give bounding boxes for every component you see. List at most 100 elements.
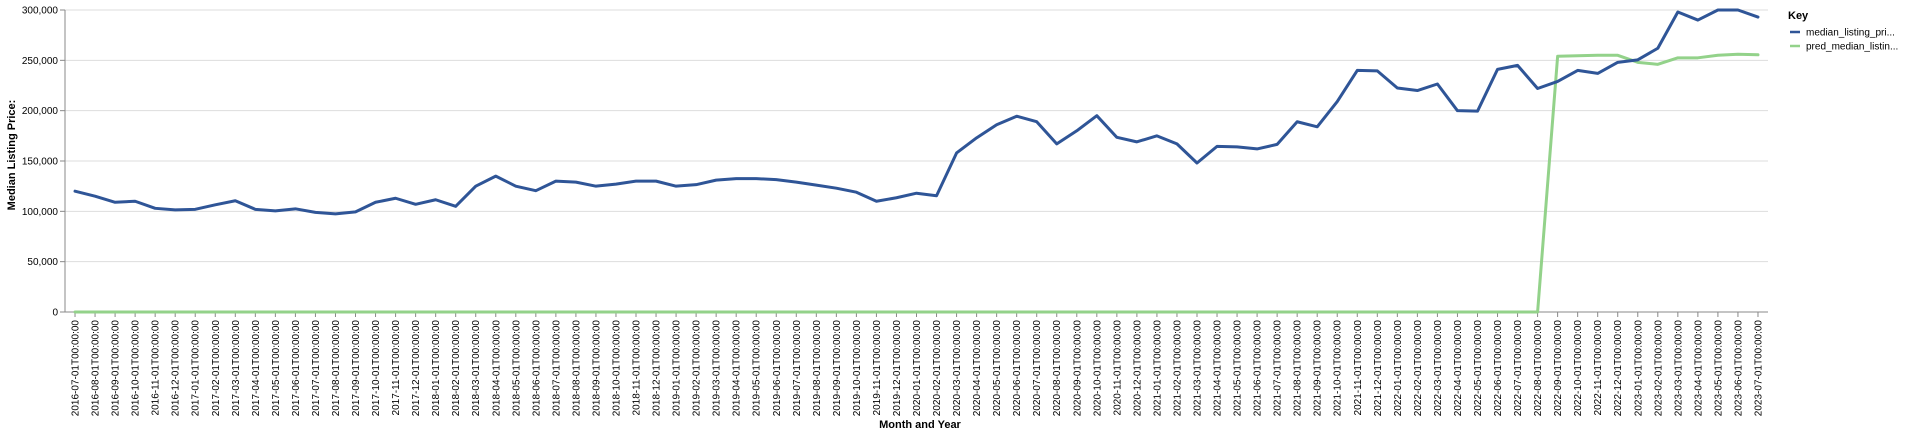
- x-tick-label: 2021-05-01T00:00:00: [1233, 320, 1244, 417]
- x-tick-label: 2021-09-01T00:00:00: [1313, 320, 1324, 417]
- x-tick-label: 2022-06-01T00:00:00: [1493, 320, 1504, 417]
- x-tick-label: 2018-03-01T00:00:00: [471, 320, 482, 417]
- x-tick-label: 2019-01-01T00:00:00: [672, 320, 683, 417]
- y-tick-label: 200,000: [22, 106, 59, 117]
- x-tick-label: 2019-09-01T00:00:00: [832, 320, 843, 417]
- x-tick-label: 2018-10-01T00:00:00: [611, 320, 622, 417]
- y-tick-label: 0: [52, 308, 58, 319]
- x-tick-label: 2020-07-01T00:00:00: [1032, 320, 1043, 417]
- x-tick-label: 2023-03-01T00:00:00: [1673, 320, 1684, 417]
- x-tick-label: 2016-10-01T00:00:00: [131, 320, 142, 417]
- x-tick-label: 2017-06-01T00:00:00: [291, 320, 302, 417]
- x-tick-label: 2019-06-01T00:00:00: [772, 320, 783, 417]
- x-tick-label: 2023-01-01T00:00:00: [1633, 320, 1644, 417]
- x-tick-label: 2020-03-01T00:00:00: [952, 320, 963, 417]
- x-tick-label: 2022-04-01T00:00:00: [1453, 320, 1464, 417]
- x-axis-title: Month and Year: [879, 419, 961, 431]
- x-tick-label: 2021-01-01T00:00:00: [1152, 320, 1163, 417]
- x-tick-label: 2022-07-01T00:00:00: [1513, 320, 1524, 417]
- x-tick-label: 2017-07-01T00:00:00: [311, 320, 322, 417]
- x-tick-label: 2020-08-01T00:00:00: [1052, 320, 1063, 417]
- x-tick-label: 2023-02-01T00:00:00: [1653, 320, 1664, 417]
- x-tick-label: 2017-05-01T00:00:00: [271, 320, 282, 417]
- x-tick-label: 2019-11-01T00:00:00: [872, 320, 883, 416]
- legend-label: median_listing_pri...: [1806, 28, 1895, 39]
- series-line: [73, 52, 1760, 314]
- x-tick-label: 2017-01-01T00:00:00: [191, 320, 202, 417]
- x-tick-label: 2022-03-01T00:00:00: [1433, 320, 1444, 417]
- x-tick-label: 2023-06-01T00:00:00: [1733, 320, 1744, 417]
- x-tick-label: 2020-11-01T00:00:00: [1112, 320, 1123, 416]
- x-tick-label: 2019-10-01T00:00:00: [852, 320, 863, 417]
- legend-label: pred_median_listin...: [1806, 42, 1898, 53]
- x-tick-label: 2022-11-01T00:00:00: [1593, 320, 1604, 416]
- x-tick-label: 2018-04-01T00:00:00: [491, 320, 502, 417]
- x-tick-label: 2021-08-01T00:00:00: [1293, 320, 1304, 417]
- x-tick-label: 2020-01-01T00:00:00: [912, 320, 923, 417]
- x-tick-label: 2022-01-01T00:00:00: [1393, 320, 1404, 417]
- x-tick-label: 2017-09-01T00:00:00: [351, 320, 362, 417]
- x-tick-label: 2023-07-01T00:00:00: [1753, 320, 1764, 417]
- series-line: [73, 8, 1760, 216]
- x-tick-label: 2017-03-01T00:00:00: [231, 320, 242, 417]
- x-tick-label: 2018-07-01T00:00:00: [551, 320, 562, 417]
- x-tick-label: 2019-08-01T00:00:00: [812, 320, 823, 417]
- x-tick-label: 2019-02-01T00:00:00: [692, 320, 703, 417]
- x-tick-label: 2017-02-01T00:00:00: [211, 320, 222, 417]
- x-tick-label: 2018-11-01T00:00:00: [632, 320, 643, 416]
- x-axis: 2016-07-01T00:00:00 2016-08-01T00:00:00 20…: [65, 311, 1768, 417]
- y-tick-label: 100,000: [22, 207, 59, 218]
- x-tick-label: 2023-04-01T00:00:00: [1693, 320, 1704, 417]
- x-tick-label: 2018-02-01T00:00:00: [451, 320, 462, 417]
- x-tick-label: 2022-12-01T00:00:00: [1613, 320, 1624, 417]
- x-tick-label: 2019-12-01T00:00:00: [892, 320, 903, 417]
- x-tick-label: 2017-12-01T00:00:00: [411, 320, 422, 417]
- x-tick-label: 2022-10-01T00:00:00: [1573, 320, 1584, 417]
- x-tick-label: 2020-09-01T00:00:00: [1072, 320, 1083, 417]
- x-tick-label: 2020-02-01T00:00:00: [932, 320, 943, 417]
- x-tick-label: 2019-05-01T00:00:00: [752, 320, 763, 417]
- y-tick-label: 50,000: [27, 257, 58, 268]
- y-axis-title: Median Listing Price:: [6, 100, 18, 211]
- x-tick-label: 2017-11-01T00:00:00: [391, 320, 402, 416]
- x-tick-label: 2022-05-01T00:00:00: [1473, 320, 1484, 417]
- x-tick-label: 2021-04-01T00:00:00: [1213, 320, 1224, 417]
- x-tick-label: 2019-07-01T00:00:00: [792, 320, 803, 417]
- legend: Key median_listing_pri... pred_median_lis…: [1788, 10, 1898, 53]
- x-tick-label: 2020-10-01T00:00:00: [1092, 320, 1103, 417]
- x-tick-label: 2022-02-01T00:00:00: [1413, 320, 1424, 417]
- series-layer: [73, 8, 1760, 314]
- x-tick-label: 2020-04-01T00:00:00: [972, 320, 983, 417]
- y-tick-label: 250,000: [22, 56, 59, 67]
- y-axis: 0 50,000 100,000 150,000 200,000 250,000 300,0…: [22, 6, 66, 319]
- x-tick-label: 2018-12-01T00:00:00: [652, 320, 663, 417]
- gridlines: [65, 9, 1768, 313]
- x-tick-label: 2016-07-01T00:00:00: [71, 320, 82, 417]
- x-tick-label: 2016-11-01T00:00:00: [151, 320, 162, 416]
- x-tick-label: 2018-06-01T00:00:00: [531, 320, 542, 417]
- x-tick-label: 2016-12-01T00:00:00: [171, 320, 182, 417]
- x-tick-label: 2021-10-01T00:00:00: [1333, 320, 1344, 417]
- x-tick-label: 2017-04-01T00:00:00: [251, 320, 262, 417]
- y-tick-label: 300,000: [22, 6, 59, 17]
- x-tick-label: 2020-12-01T00:00:00: [1132, 320, 1143, 417]
- legend-title: Key: [1788, 10, 1809, 22]
- x-tick-label: 2016-09-01T00:00:00: [111, 320, 122, 417]
- x-tick-label: 2021-06-01T00:00:00: [1253, 320, 1264, 417]
- x-tick-label: 2022-08-01T00:00:00: [1533, 320, 1544, 417]
- x-tick-label: 2016-08-01T00:00:00: [91, 320, 102, 417]
- x-tick-label: 2018-09-01T00:00:00: [591, 320, 602, 417]
- x-tick-label: 2022-09-01T00:00:00: [1553, 320, 1564, 417]
- x-tick-label: 2018-08-01T00:00:00: [571, 320, 582, 417]
- x-tick-label: 2019-04-01T00:00:00: [732, 320, 743, 417]
- x-tick-label: 2020-06-01T00:00:00: [1012, 320, 1023, 417]
- x-tick-label: 2021-07-01T00:00:00: [1273, 320, 1284, 417]
- x-tick-label: 2023-05-01T00:00:00: [1713, 320, 1724, 417]
- x-tick-label: 2021-11-01T00:00:00: [1353, 320, 1364, 416]
- y-tick-label: 150,000: [22, 157, 59, 168]
- x-tick-label: 2020-05-01T00:00:00: [992, 320, 1003, 417]
- x-tick-label: 2021-02-01T00:00:00: [1172, 320, 1183, 417]
- x-tick-label: 2017-08-01T00:00:00: [331, 320, 342, 417]
- x-tick-label: 2021-03-01T00:00:00: [1192, 320, 1203, 417]
